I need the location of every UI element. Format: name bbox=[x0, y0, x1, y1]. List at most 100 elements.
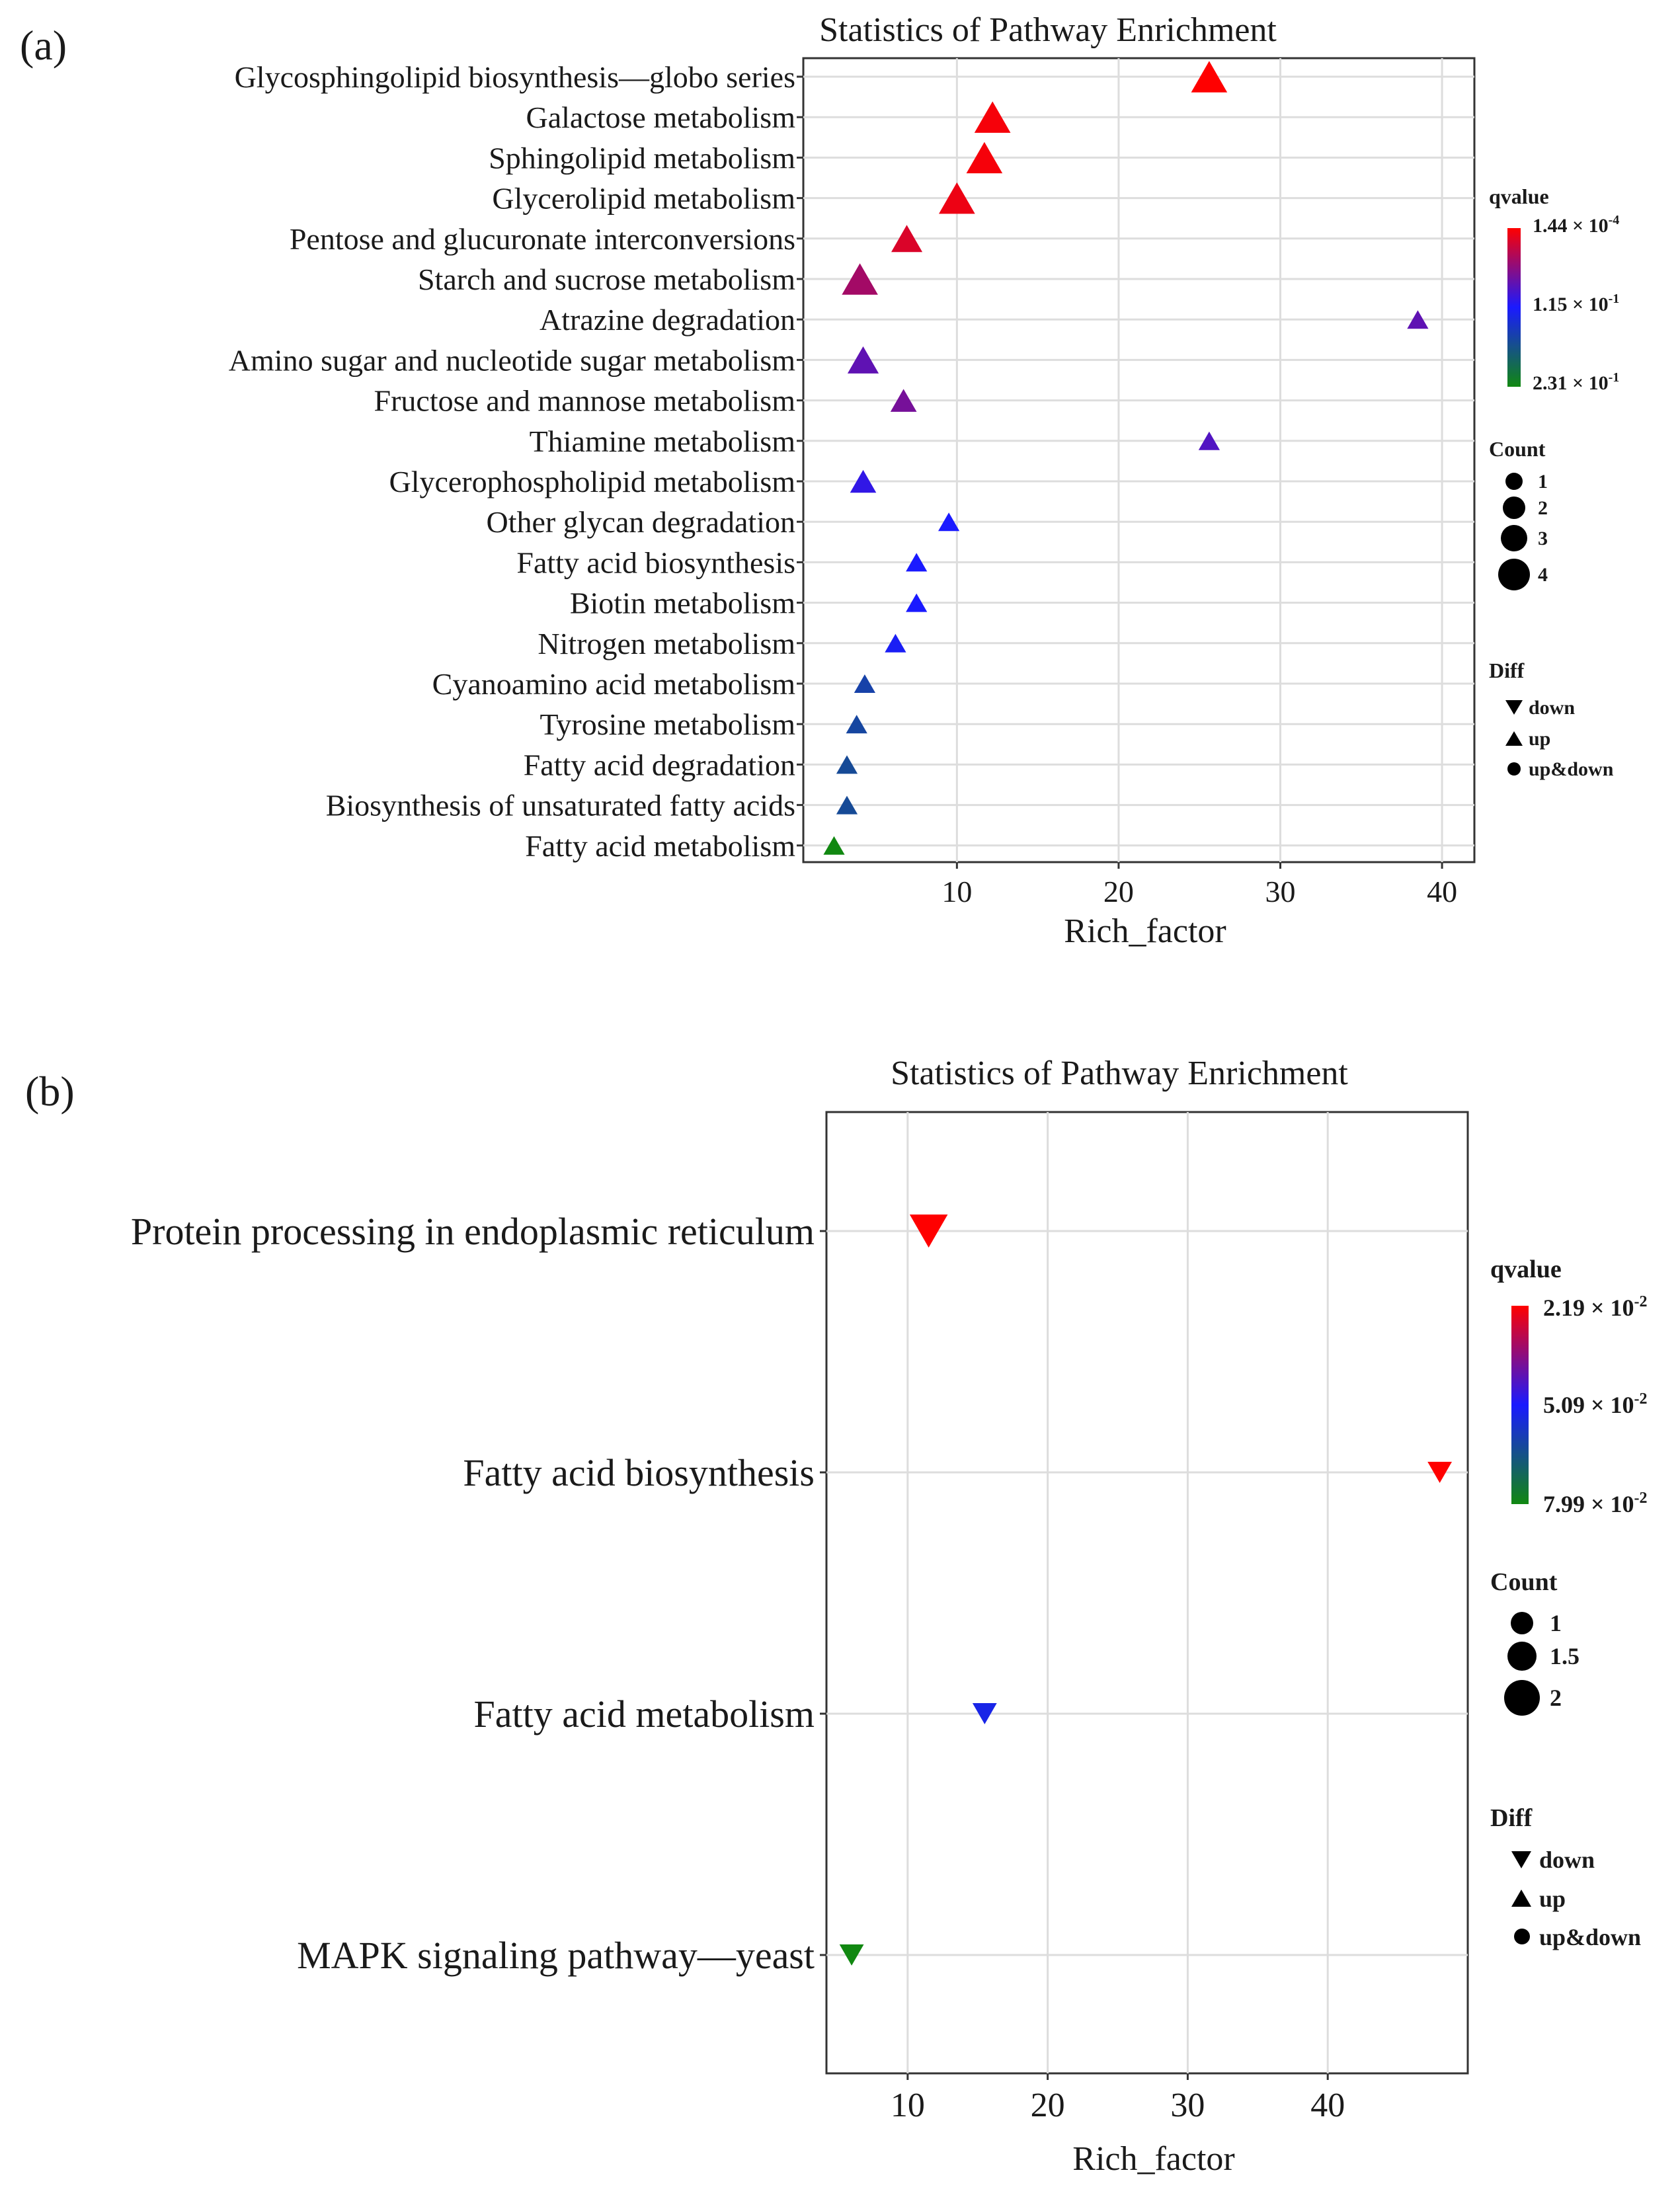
panel-b-point-2 bbox=[972, 1703, 997, 1724]
panel-a-point-2 bbox=[966, 141, 1003, 174]
panel-a-point-18 bbox=[836, 795, 858, 815]
panel-b-x-ticks: 10 20 30 40 bbox=[891, 2073, 1345, 2124]
panel-b-category-label: MAPK signaling pathway—yeast bbox=[297, 1934, 815, 1977]
panel-a-category-label: Starch and sucrose metabolism bbox=[418, 262, 795, 296]
panel-a-count-label-3: 3 bbox=[1538, 528, 1548, 549]
panel-a-qvalue-colorbar bbox=[1507, 228, 1521, 387]
panel-a-point-9 bbox=[1198, 431, 1220, 450]
panel-a-qvalue-label-bottom: 2.31 × 10-1 bbox=[1533, 370, 1619, 394]
panel-a-point-6 bbox=[1407, 310, 1429, 329]
panel-b-x-tick-label: 30 bbox=[1170, 2087, 1205, 2124]
panel-a-category-label: Glycosphingolipid biosynthesis—globo ser… bbox=[235, 60, 795, 94]
panel-b-category-label: Fatty acid metabolism bbox=[474, 1693, 815, 1736]
panel-a-qvalue-title: qvalue bbox=[1489, 184, 1549, 208]
panel-a-diff-down-label: down bbox=[1529, 697, 1575, 719]
panel-b-qvalue-title: qvalue bbox=[1490, 1256, 1562, 1283]
panel-a-y-labels: Glycosphingolipid biosynthesis—globo ser… bbox=[229, 60, 803, 863]
panel-b-diff-both-label: up&down bbox=[1539, 1924, 1641, 1950]
panel-b-points bbox=[839, 1215, 1452, 1966]
panel-a-x-tick-label: 30 bbox=[1265, 875, 1296, 908]
panel-b-x-tick-label: 20 bbox=[1031, 2087, 1065, 2124]
panel-a-category-label: Biosynthesis of unsaturated fatty acids bbox=[326, 789, 795, 822]
panel-a-diff-up-key bbox=[1505, 731, 1523, 746]
panel-a-diff-down-key bbox=[1505, 700, 1523, 715]
panel-b-diff-down-label: down bbox=[1539, 1847, 1595, 1873]
panel-a-x-title: Rich_factor bbox=[1064, 912, 1226, 950]
panel-b-diff-both-key bbox=[1514, 1929, 1530, 1944]
panel-a-point-3 bbox=[939, 182, 975, 214]
panel-a-category-label: Glycerolipid metabolism bbox=[492, 182, 795, 216]
panel-b-category-label: Fatty acid biosynthesis bbox=[463, 1451, 815, 1494]
panel-b-count-label-1: 1 bbox=[1550, 1610, 1562, 1636]
panel-a-category-label: Sphingolipid metabolism bbox=[489, 141, 795, 175]
panel-b-x-tick-label: 40 bbox=[1310, 2087, 1345, 2124]
panel-a-x-tick-label: 10 bbox=[941, 875, 972, 908]
panel-b-diff-down-key bbox=[1511, 1851, 1531, 1868]
panel-b-y-labels: Protein processing in endoplasmic reticu… bbox=[131, 1210, 826, 1977]
panel-a-category-label: Fatty acid degradation bbox=[524, 748, 795, 781]
panel-a-diff-both-key bbox=[1507, 762, 1521, 776]
panel-a-count-key-2 bbox=[1503, 497, 1525, 519]
panel-a-point-12 bbox=[906, 553, 928, 572]
panel-b-qvalue-label-mid: 5.09 × 10-2 bbox=[1543, 1390, 1648, 1418]
panel-b-point-1 bbox=[1427, 1462, 1452, 1483]
panel-a-grid bbox=[803, 58, 1474, 862]
panel-a-point-13 bbox=[906, 593, 928, 612]
panel-b-qvalue-label-top: 2.19 × 10-2 bbox=[1543, 1293, 1648, 1321]
panel-a-plot-area bbox=[802, 57, 1476, 863]
panel-a-category-label: Pentose and glucuronate interconversions bbox=[290, 222, 795, 256]
panel-b-count-label-3: 2 bbox=[1550, 1685, 1562, 1711]
panel-b-diff-title: Diff bbox=[1490, 1804, 1533, 1832]
panel-a-x-tick-label: 40 bbox=[1427, 875, 1457, 908]
panel-a-point-14 bbox=[885, 633, 906, 653]
panel-b-count-key-2 bbox=[1507, 1642, 1537, 1671]
panel-b-diff-up-key bbox=[1511, 1890, 1531, 1907]
panel-a-point-11 bbox=[938, 512, 960, 532]
panel-b-diff-up-label: up bbox=[1539, 1886, 1566, 1912]
panel-b-title: Statistics of Pathway Enrichment bbox=[891, 1055, 1348, 1092]
panel-b-category-label: Protein processing in endoplasmic reticu… bbox=[131, 1210, 815, 1253]
panel-a-qvalue-label-top: 1.44 × 10-4 bbox=[1533, 213, 1619, 237]
panel-a-count-title: Count bbox=[1489, 437, 1546, 461]
panel-b-point-3 bbox=[839, 1944, 864, 1966]
panel-a-category-label: Other glycan degradation bbox=[487, 505, 795, 539]
panel-b-count-label-2: 1.5 bbox=[1550, 1643, 1580, 1669]
panel-a-point-8 bbox=[890, 389, 917, 412]
panel-b-count-key-3 bbox=[1504, 1680, 1540, 1716]
panel-a-point-16 bbox=[846, 715, 867, 734]
panel-a-qvalue-label-mid: 1.15 × 10-1 bbox=[1533, 292, 1619, 315]
panel-a-title: Statistics of Pathway Enrichment bbox=[819, 11, 1277, 49]
panel-a-category-label: Fatty acid biosynthesis bbox=[516, 545, 795, 579]
panel-a-category-label: Biotin metabolism bbox=[570, 586, 795, 620]
panel-a-category-label: Nitrogen metabolism bbox=[538, 627, 795, 660]
panel-b-qvalue-colorbar bbox=[1511, 1306, 1529, 1504]
panel-a-count-label-1: 1 bbox=[1538, 471, 1548, 493]
panel-a-category-label: Atrazine degradation bbox=[540, 303, 795, 337]
panel-a-x-ticks: 10 20 30 40 bbox=[941, 862, 1457, 908]
panel-a-category-label: Thiamine metabolism bbox=[530, 424, 796, 458]
panel-a-category-label: Glycerophospholipid metabolism bbox=[389, 465, 795, 499]
panel-b-x-title: Rich_factor bbox=[1072, 2140, 1234, 2178]
panel-a-point-4 bbox=[891, 225, 923, 253]
panel-a-count-key-1 bbox=[1505, 473, 1523, 490]
panel-a-point-5 bbox=[842, 263, 878, 295]
panel-a-diff-up-label: up bbox=[1529, 728, 1550, 750]
panel-b-count-key-1 bbox=[1511, 1612, 1533, 1634]
panel-a-diff-both-label: up&down bbox=[1529, 758, 1614, 780]
panel-a-count-key-3 bbox=[1501, 525, 1527, 551]
panel-a-point-1 bbox=[974, 101, 1011, 133]
panel-b-label: (b) bbox=[25, 1068, 75, 1115]
panel-b-count-title: Count bbox=[1490, 1568, 1558, 1596]
panel-a-label: (a) bbox=[20, 22, 67, 69]
panel-a-points bbox=[823, 61, 1429, 855]
panel-a-diff-title: Diff bbox=[1489, 658, 1525, 682]
panel-a-category-label: Galactose metabolism bbox=[526, 100, 796, 134]
panel-a-count-key-4 bbox=[1498, 559, 1530, 590]
panel-a-point-19 bbox=[823, 836, 845, 855]
panel-b-qvalue-label-bottom: 7.99 × 10-2 bbox=[1543, 1490, 1648, 1517]
panel-a-x-tick-label: 20 bbox=[1103, 875, 1134, 908]
panel-a-category-label: Tyrosine metabolism bbox=[540, 707, 796, 741]
panel-a-point-17 bbox=[836, 755, 858, 774]
panel-a-legend: qvalue 1.44 × 10-4 1.15 × 10-1 2.31 × 10… bbox=[1489, 184, 1619, 780]
